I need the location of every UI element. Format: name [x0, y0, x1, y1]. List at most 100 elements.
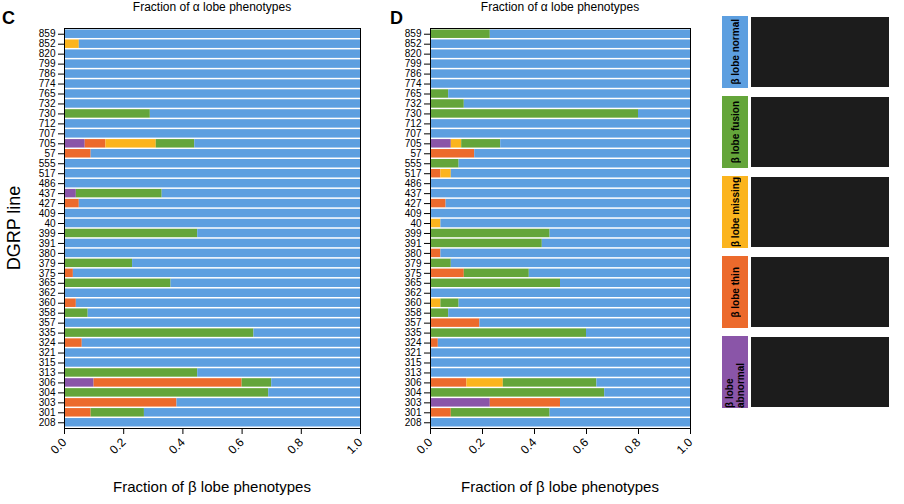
svg-text:852: 852	[38, 38, 56, 50]
svg-text:391: 391	[404, 237, 422, 249]
svg-text:859: 859	[404, 28, 422, 40]
svg-text:555: 555	[404, 157, 422, 169]
svg-text:437: 437	[38, 187, 56, 199]
svg-text:304: 304	[404, 387, 422, 399]
html-text:Fraction of α lobe phenotypes: Fraction of α lobe phenotypes	[480, 0, 640, 14]
svg-text:517: 517	[404, 167, 422, 179]
svg-text:360: 360	[38, 297, 56, 309]
svg-text:324: 324	[404, 337, 422, 349]
svg-text:375: 375	[38, 267, 56, 279]
svg-text:324: 324	[38, 337, 56, 349]
svg-text:306: 306	[404, 377, 422, 389]
html-text:β lobe abnormal: β lobe abnormal	[724, 363, 746, 408]
svg-text:712: 712	[38, 118, 56, 130]
svg-text:705: 705	[38, 138, 56, 149]
html-text:β lobe fusion: β lobe fusion	[729, 100, 741, 164]
svg-text:380: 380	[38, 247, 56, 259]
svg-text:321: 321	[38, 347, 56, 359]
svg-text:304: 304	[38, 387, 56, 399]
svg-text:375: 375	[404, 267, 422, 279]
svg-text:0.2: 0.2	[107, 435, 129, 457]
svg-text:358: 358	[38, 307, 56, 319]
svg-text:799: 799	[38, 58, 56, 70]
svg-text:57: 57	[44, 148, 56, 159]
svg-text:357: 357	[38, 317, 56, 329]
svg-text:409: 409	[38, 207, 56, 219]
svg-text:362: 362	[38, 287, 56, 299]
svg-text:306: 306	[38, 377, 56, 389]
svg-text:358: 358	[404, 307, 422, 319]
svg-text:820: 820	[38, 48, 56, 60]
svg-text:399: 399	[404, 227, 422, 239]
svg-text:0.0: 0.0	[48, 435, 70, 457]
html-text:Fraction of β lobe phenotypes: Fraction of β lobe phenotypes	[461, 478, 659, 495]
svg-text:707: 707	[38, 128, 56, 140]
svg-text:365: 365	[404, 277, 422, 289]
svg-text:208: 208	[405, 417, 422, 428]
svg-text:399: 399	[38, 227, 56, 239]
svg-text:786: 786	[38, 68, 56, 80]
svg-text:0.2: 0.2	[466, 435, 488, 457]
svg-text:555: 555	[38, 157, 56, 169]
svg-text:0.8: 0.8	[284, 435, 306, 457]
svg-text:303: 303	[38, 397, 56, 408]
svg-text:208: 208	[39, 417, 56, 428]
svg-text:321: 321	[404, 347, 422, 359]
svg-text:732: 732	[404, 98, 422, 110]
svg-text:765: 765	[404, 88, 422, 100]
html-text:β lobe missing: β lobe missing	[729, 177, 741, 247]
html-text:β lobe thin: β lobe thin	[729, 266, 741, 318]
svg-text:486: 486	[38, 177, 56, 189]
html-text:Fraction of α lobe phenotypes: Fraction of α lobe phenotypes	[132, 0, 292, 14]
svg-text:313: 313	[404, 367, 422, 379]
svg-text:774: 774	[38, 78, 56, 90]
svg-text:0.4: 0.4	[166, 435, 188, 457]
svg-text:707: 707	[404, 128, 422, 140]
svg-text:0.8: 0.8	[622, 435, 644, 457]
svg-text:486: 486	[404, 177, 422, 189]
svg-text:357: 357	[404, 317, 422, 329]
svg-text:765: 765	[38, 88, 56, 100]
svg-text:730: 730	[38, 108, 56, 120]
svg-text:0.4: 0.4	[518, 435, 540, 457]
svg-text:315: 315	[404, 357, 422, 369]
svg-text:820: 820	[404, 48, 422, 60]
svg-text:712: 712	[404, 118, 422, 130]
svg-text:427: 427	[404, 197, 422, 209]
svg-text:40: 40	[410, 217, 422, 229]
svg-text:391: 391	[38, 237, 56, 249]
html-text:D: D	[390, 8, 403, 28]
svg-text:1.0: 1.0	[344, 435, 366, 457]
svg-text:732: 732	[38, 98, 56, 110]
svg-text:335: 335	[404, 327, 422, 339]
svg-text:517: 517	[38, 167, 56, 179]
svg-text:437: 437	[404, 187, 422, 199]
html-text:β lobe normal: β lobe normal	[729, 19, 741, 85]
svg-text:365: 365	[38, 277, 56, 289]
svg-text:1.0: 1.0	[674, 435, 696, 457]
svg-text:335: 335	[38, 327, 56, 339]
svg-text:852: 852	[404, 38, 422, 50]
svg-text:313: 313	[38, 367, 56, 379]
svg-text:786: 786	[404, 68, 422, 80]
svg-text:774: 774	[404, 78, 422, 90]
html-text:Fraction of β lobe phenotypes: Fraction of β lobe phenotypes	[113, 478, 311, 495]
svg-text:427: 427	[38, 197, 56, 209]
svg-text:379: 379	[38, 257, 56, 269]
svg-text:360: 360	[404, 297, 422, 309]
svg-text:859: 859	[38, 28, 56, 40]
svg-text:409: 409	[404, 207, 422, 219]
html-text:DGRP line: DGRP line	[3, 185, 24, 271]
html-text:C: C	[2, 8, 15, 28]
svg-text:0.6: 0.6	[570, 435, 592, 457]
svg-text:730: 730	[404, 108, 422, 120]
svg-text:362: 362	[404, 287, 422, 299]
svg-text:315: 315	[38, 357, 56, 369]
svg-text:379: 379	[404, 257, 422, 269]
svg-text:301: 301	[38, 407, 56, 418]
svg-text:799: 799	[404, 58, 422, 70]
svg-text:0.6: 0.6	[225, 435, 247, 457]
svg-text:380: 380	[404, 247, 422, 259]
svg-text:40: 40	[44, 217, 56, 229]
svg-text:0.0: 0.0	[414, 435, 436, 457]
